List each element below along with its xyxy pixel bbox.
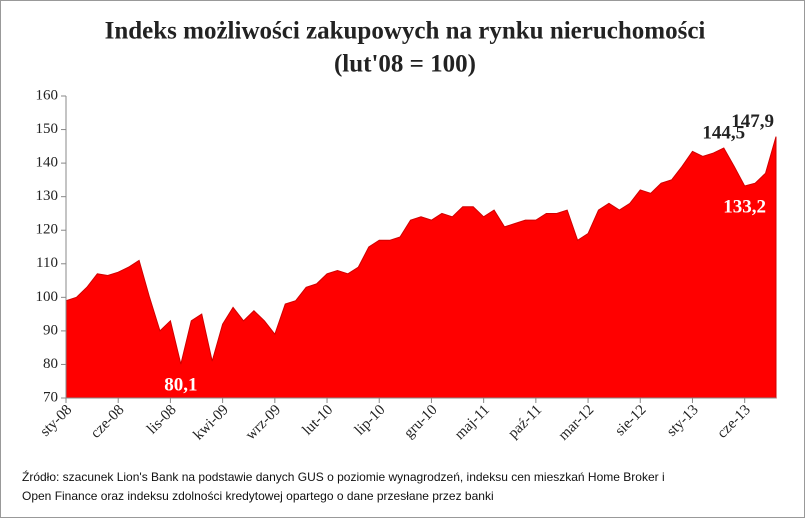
y-tick-label: 150 — [36, 121, 59, 137]
y-tick-label: 90 — [43, 322, 58, 338]
y-tick-label: 130 — [36, 188, 59, 204]
value-label: 133,2 — [723, 196, 766, 217]
y-tick-label: 70 — [43, 389, 58, 405]
y-tick-label: 100 — [36, 289, 59, 305]
y-tick-label: 110 — [36, 255, 58, 271]
chart-title: Indeks możliwości zakupowych na rynku ni… — [105, 18, 706, 45]
area — [65, 136, 777, 399]
y-tick-label: 160 — [36, 87, 59, 103]
value-label: 80,1 — [164, 374, 197, 395]
value-label: 144,5 — [702, 122, 745, 143]
value-label: 147,9 — [731, 111, 774, 132]
source-note: Open Finance oraz indeksu zdolności kred… — [22, 489, 494, 503]
y-tick-label: 120 — [36, 222, 59, 238]
y-tick-label: 80 — [43, 356, 58, 372]
y-tick-label: 140 — [36, 155, 59, 171]
chart-subtitle: (lut'08 = 100) — [334, 51, 476, 78]
source-note: Źródło: szacunek Lion's Bank na podstawi… — [22, 469, 665, 484]
